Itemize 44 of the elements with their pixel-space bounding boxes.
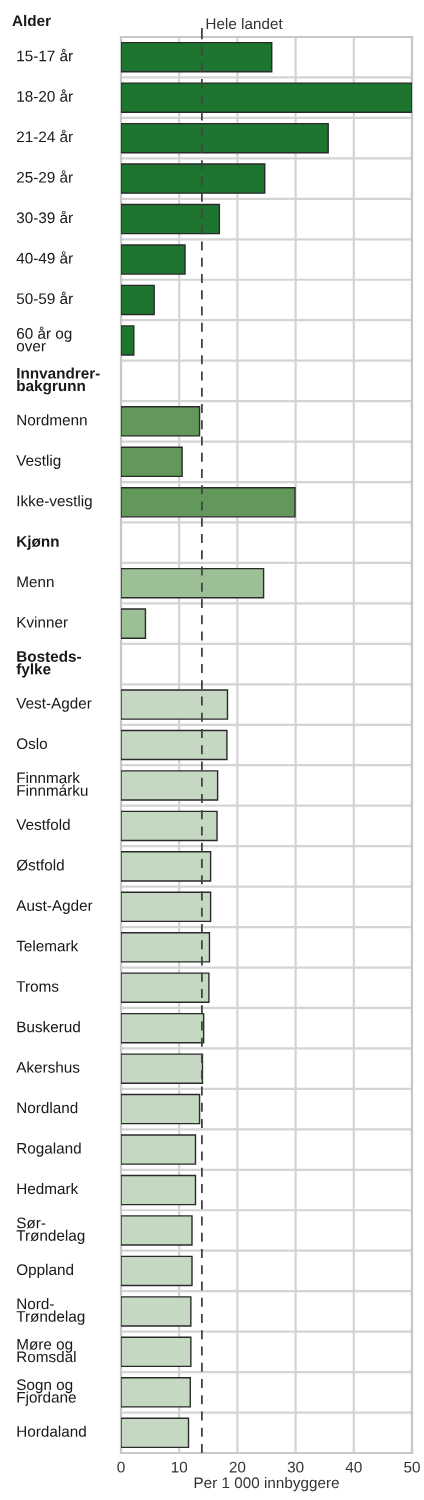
y-tick-label: Rogaland (17, 1142, 81, 1157)
y-tick-label: Telemark (16, 940, 79, 952)
y-tick-label: Innvandrer- bakgrunn (17, 367, 100, 395)
y-tick-label: Nordmenn (17, 414, 87, 426)
y-tick-label: Ikke-vestlig (17, 495, 92, 510)
y-tick-label: Troms (16, 981, 59, 992)
x-axis-title: Per 1 000 innbyggere (194, 1476, 339, 1492)
y-tick-label: Kjønn (17, 535, 59, 550)
y-tick-label: Vest-Agder (16, 697, 92, 712)
y-tick-label: 21-24 år (17, 129, 73, 143)
y-tick-label: 40-49 år (16, 251, 73, 264)
x-tick-label: 0 (117, 1461, 125, 1473)
y-tick-label: Finnmark Finnmárku (17, 772, 88, 796)
y-tick-label: Vestlig (16, 454, 61, 469)
x-tick-label: 30 (287, 1461, 304, 1473)
x-tick-label: 10 (171, 1461, 188, 1473)
y-tick-label: Akershus (16, 1061, 80, 1073)
legend-label: Hele landet (206, 17, 283, 30)
y-tick-label: 25-29 år (17, 170, 73, 183)
y-tick-label: Kvinner (17, 616, 68, 628)
y-tick-label: 50-59 år (16, 291, 73, 305)
y-tick-label: Nordland (17, 1101, 78, 1114)
y-tick-label: 60 år og over (16, 326, 72, 352)
y-tick-label: Østfold (16, 859, 64, 871)
y-tick-label: Hordaland (17, 1425, 86, 1437)
y-tick-label: 15-17 år (17, 48, 73, 62)
y-tick-label: Hedmark (17, 1182, 79, 1195)
y-tick-label: Møre og Romsdal (17, 1339, 76, 1363)
y-tick-label: Menn (17, 576, 54, 588)
y-tick-label: Bosteds- fylke (16, 650, 81, 678)
y-tick-label: Nord- Trøndelag (16, 1297, 85, 1325)
x-tick-label: 20 (229, 1461, 246, 1473)
x-tick-label: 40 (345, 1461, 362, 1473)
y-tick-label: 30-39 år (16, 210, 73, 224)
y-tick-label: Buskerud (17, 1021, 80, 1033)
y-tick-label: Oslo (16, 737, 48, 750)
y-tick-label: Sør- Trøndelag (16, 1217, 85, 1244)
y-tick-label: Vestfold (16, 818, 70, 831)
y-tick-label: 18-20 år (17, 89, 73, 102)
y-tick-label: Aust-Agder (16, 899, 93, 914)
y-tick-label: Sogn og Fjordane (16, 1379, 76, 1406)
chart-title: Alder (12, 14, 51, 27)
x-tick-label: 50 (404, 1461, 420, 1473)
y-tick-label: Oppland (16, 1263, 74, 1279)
